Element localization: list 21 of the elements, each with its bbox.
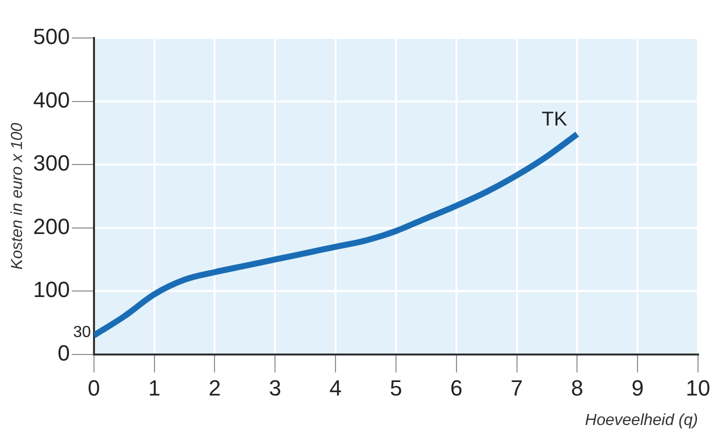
y-axis-title: Kosten in euro x 100 [9, 122, 26, 270]
y-tick-label: 400 [33, 87, 70, 112]
x-tick-label: 6 [450, 376, 462, 401]
x-axis-title: Hoeveelheid (q) [585, 412, 698, 429]
x-tick-label: 8 [571, 376, 584, 401]
annotation: 30 [73, 324, 92, 341]
y-tick-label: 500 [33, 24, 70, 50]
x-tick-label: 9 [631, 376, 644, 401]
x-tick-label: 0 [88, 376, 100, 401]
x-tick-label: 3 [269, 376, 282, 401]
x-tick-label: 5 [390, 376, 402, 401]
x-tick-label: 4 [329, 376, 342, 401]
x-tick-label: 10 [686, 376, 710, 401]
y-tick-label: 0 [58, 340, 70, 366]
y-tick-label: 100 [33, 277, 70, 302]
y-tick-label: 300 [33, 150, 70, 176]
x-tick-label: 2 [208, 376, 221, 401]
x-tick-label: 1 [148, 376, 160, 401]
y-tick-label: 200 [33, 214, 70, 239]
series-label: TK [542, 108, 568, 131]
x-tick-label: 7 [510, 376, 523, 401]
